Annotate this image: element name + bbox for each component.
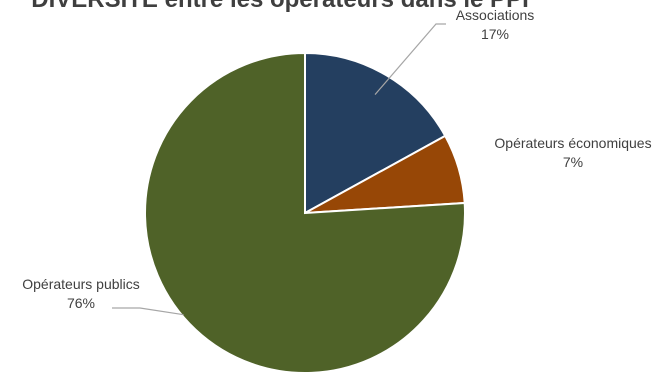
- slice-value-operateurs-publics: 76%: [66, 295, 96, 311]
- pie-slice-0: [304, 51, 447, 215]
- leader-line-2: [112, 307, 184, 316]
- pie-slice-2: [144, 51, 466, 374]
- slice-value-operateurs-economiques: 7%: [562, 154, 584, 170]
- data-label-operateurs-economiques: Opérateurs économiques 7%: [476, 134, 670, 172]
- slice-label-operateurs-publics: Opérateurs publics: [22, 276, 140, 292]
- slice-label-associations: Associations: [455, 7, 535, 23]
- data-label-operateurs-publics: Opérateurs publics 76%: [4, 275, 158, 313]
- leader-line-0: [374, 23, 446, 95]
- chart-title: DIVERSITE entre les opérateurs dans le P…: [0, 0, 560, 14]
- slice-value-associations: 17%: [480, 26, 510, 42]
- slice-label-operateurs-economiques: Opérateurs économiques: [494, 135, 652, 151]
- data-label-associations: Associations 17%: [440, 6, 550, 44]
